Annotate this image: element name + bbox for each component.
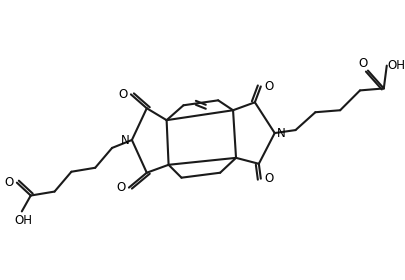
Text: OH: OH: [387, 59, 405, 72]
Text: O: O: [358, 57, 367, 70]
Text: N: N: [120, 134, 129, 146]
Text: OH: OH: [15, 214, 33, 227]
Text: O: O: [118, 88, 127, 101]
Text: O: O: [264, 80, 273, 93]
Text: N: N: [277, 127, 285, 139]
Text: O: O: [4, 176, 13, 189]
Text: O: O: [116, 181, 125, 194]
Text: O: O: [264, 172, 273, 185]
